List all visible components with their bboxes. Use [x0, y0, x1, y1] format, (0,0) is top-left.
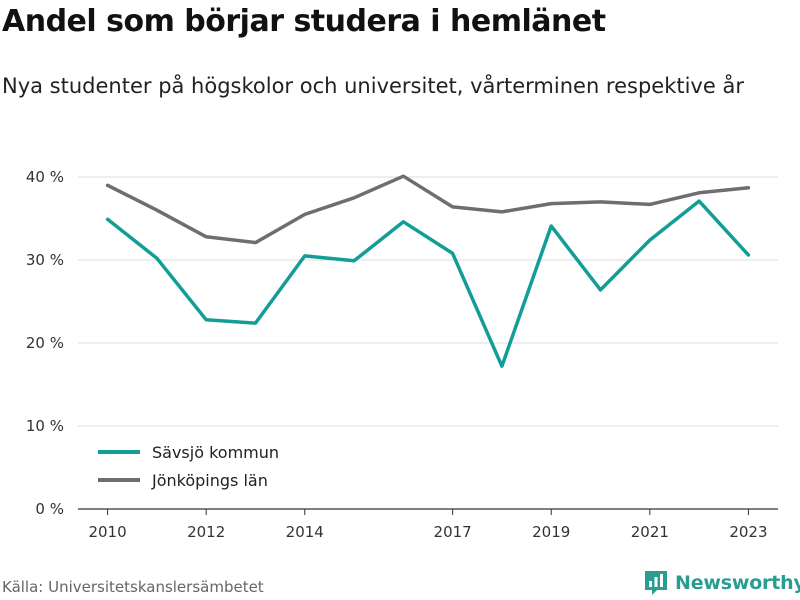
- legend: Sävsjö kommun Jönköpings län: [98, 438, 279, 494]
- x-tick-label: 2012: [187, 523, 225, 541]
- y-tick-label: 30 %: [26, 251, 64, 269]
- y-tick-label: 20 %: [26, 334, 64, 352]
- grid-lines: [78, 176, 778, 427]
- chart-subtitle: Nya studenter på högskolor och universit…: [2, 74, 744, 98]
- legend-item-savsjo: Sävsjö kommun: [98, 438, 279, 466]
- brand-name: Newsworthy: [675, 572, 800, 594]
- axes: 0 % 10 % 20 % 30 % 40 % 2010 2012 2014 2017 2019 2…: [26, 168, 778, 541]
- source-note: Källa: Universitetskanslersämbetet: [2, 578, 264, 596]
- legend-label-jonkoping: Jönköpings län: [152, 470, 268, 490]
- chart-title: Andel som börjar studera i hemlänet: [2, 4, 606, 39]
- x-tick-label: 2010: [88, 523, 126, 541]
- legend-item-jonkoping: Jönköpings län: [98, 466, 279, 494]
- series-line-savsjo: [105, 199, 751, 368]
- series-lines: [105, 174, 751, 368]
- legend-swatch-savsjo: [98, 450, 140, 454]
- bar-chart-logo-icon: [645, 571, 667, 595]
- x-tick-label: 2017: [434, 523, 472, 541]
- x-tick-label: 2021: [631, 523, 669, 541]
- y-tick-label: 0 %: [35, 500, 64, 518]
- y-tick-label: 10 %: [26, 417, 64, 435]
- x-tick-label: 2023: [729, 523, 767, 541]
- legend-swatch-jonkoping: [98, 478, 140, 482]
- legend-label-savsjo: Sävsjö kommun: [152, 442, 280, 462]
- x-tick-label: 2019: [532, 523, 570, 541]
- series-line-jonkoping: [105, 174, 751, 245]
- newsworthy-logo[interactable]: Newsworthy: [644, 570, 800, 596]
- y-tick-label: 40 %: [26, 168, 64, 186]
- x-tick-label: 2014: [286, 523, 324, 541]
